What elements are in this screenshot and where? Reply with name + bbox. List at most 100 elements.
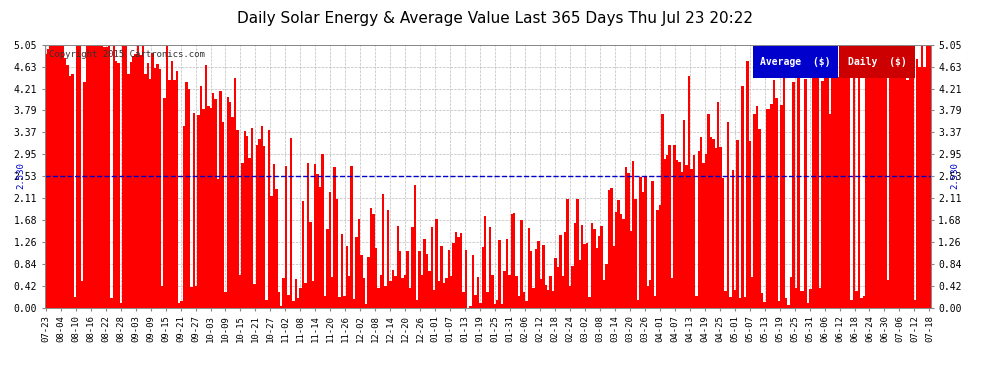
Bar: [280, 306, 282, 308]
Bar: [646, 286, 649, 308]
Bar: [372, 214, 374, 308]
Bar: [688, 76, 690, 308]
Bar: [635, 198, 637, 308]
Bar: [889, 45, 892, 308]
Bar: [551, 291, 554, 308]
Bar: [188, 89, 190, 308]
Bar: [244, 131, 247, 308]
Bar: [765, 109, 768, 308]
Bar: [924, 67, 926, 308]
Bar: [118, 63, 120, 308]
Bar: [712, 139, 715, 308]
Bar: [642, 192, 644, 308]
Bar: [459, 233, 462, 308]
Bar: [543, 244, 545, 308]
Bar: [780, 105, 782, 308]
Bar: [578, 260, 581, 308]
Bar: [401, 278, 404, 308]
Bar: [215, 99, 217, 308]
Bar: [865, 45, 867, 308]
Bar: [725, 291, 727, 308]
Bar: [610, 188, 613, 308]
Bar: [51, 45, 54, 308]
Bar: [66, 65, 69, 308]
Bar: [127, 74, 130, 307]
Bar: [71, 75, 73, 308]
Bar: [742, 86, 743, 308]
Bar: [853, 45, 855, 308]
Bar: [263, 146, 265, 308]
Bar: [727, 122, 729, 308]
Bar: [737, 140, 739, 308]
Bar: [870, 60, 872, 308]
Bar: [253, 284, 255, 308]
Bar: [374, 248, 377, 308]
Bar: [148, 79, 151, 308]
Bar: [753, 114, 755, 308]
Bar: [59, 45, 61, 308]
Bar: [613, 246, 615, 308]
Bar: [666, 155, 668, 308]
Bar: [260, 126, 263, 308]
Bar: [409, 288, 411, 308]
Bar: [698, 151, 700, 308]
Bar: [554, 258, 556, 308]
Bar: [685, 165, 688, 308]
Bar: [424, 238, 426, 308]
Bar: [250, 128, 253, 308]
Bar: [513, 213, 516, 308]
Bar: [436, 219, 438, 308]
Bar: [700, 137, 703, 308]
Bar: [200, 86, 202, 308]
Bar: [255, 145, 258, 308]
Bar: [929, 45, 931, 308]
Bar: [797, 45, 800, 308]
Bar: [130, 62, 132, 308]
Bar: [729, 297, 732, 307]
Text: Daily  ($): Daily ($): [847, 57, 907, 67]
Bar: [135, 54, 137, 307]
Bar: [232, 117, 234, 308]
Bar: [884, 45, 887, 308]
Bar: [880, 45, 882, 308]
Bar: [239, 275, 242, 308]
Bar: [743, 297, 746, 307]
Bar: [207, 106, 210, 307]
Bar: [449, 276, 452, 308]
Bar: [547, 290, 549, 308]
Bar: [217, 179, 220, 308]
Bar: [93, 45, 95, 308]
Bar: [663, 159, 666, 308]
Bar: [843, 45, 845, 308]
Bar: [549, 276, 551, 308]
Bar: [511, 214, 513, 308]
Bar: [795, 288, 797, 308]
Bar: [703, 163, 705, 308]
Bar: [272, 164, 275, 308]
Bar: [382, 194, 384, 308]
Bar: [336, 199, 339, 308]
Bar: [404, 275, 406, 308]
Bar: [773, 80, 775, 308]
Bar: [103, 46, 105, 308]
Bar: [518, 296, 521, 307]
Bar: [620, 214, 623, 308]
Bar: [484, 216, 486, 308]
Bar: [292, 301, 295, 307]
Bar: [768, 110, 770, 308]
Bar: [212, 93, 215, 308]
Bar: [839, 77, 841, 308]
Bar: [163, 98, 166, 308]
Bar: [88, 45, 91, 308]
Bar: [193, 113, 195, 308]
Bar: [285, 166, 287, 308]
Bar: [275, 189, 277, 308]
Bar: [95, 45, 98, 308]
Bar: [334, 167, 336, 308]
Bar: [265, 300, 268, 307]
Bar: [640, 177, 642, 308]
Text: Daily Solar Energy & Average Value Last 365 Days Thu Jul 23 20:22: Daily Solar Energy & Average Value Last …: [237, 11, 753, 26]
Bar: [782, 67, 785, 308]
Bar: [190, 287, 193, 308]
Bar: [268, 130, 270, 308]
